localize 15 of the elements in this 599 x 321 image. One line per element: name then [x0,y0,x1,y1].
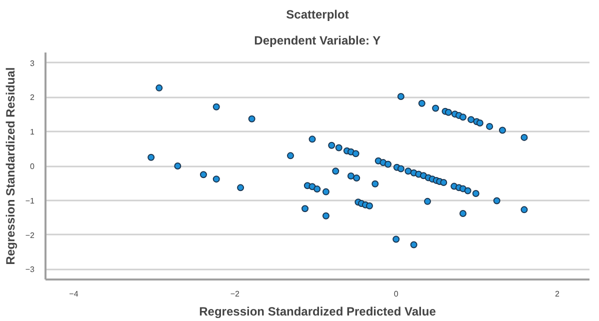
y-tick-label: −3 [25,265,36,274]
y-tick-label: 2 [30,93,36,102]
x-tick-label: 2 [555,290,560,298]
y-axis-title: Regression Standardized Residual [3,67,18,265]
y-tick-label: 3 [30,58,36,68]
x-tick-label: 0 [394,290,399,298]
chart-title: Scatterplot [286,8,349,22]
x-tick-label: −4 [69,290,79,298]
y-tick-label: −1 [25,196,36,206]
y-tick-label: 0 [30,162,36,171]
y-tick-label: −2 [25,230,36,240]
y-tick-label: 1 [30,128,36,137]
x-tick-label: −2 [230,290,240,298]
chart-subtitle: Dependent Variable: Y [254,34,381,48]
x-axis-title: Regression Standardized Predicted Value [199,304,436,318]
